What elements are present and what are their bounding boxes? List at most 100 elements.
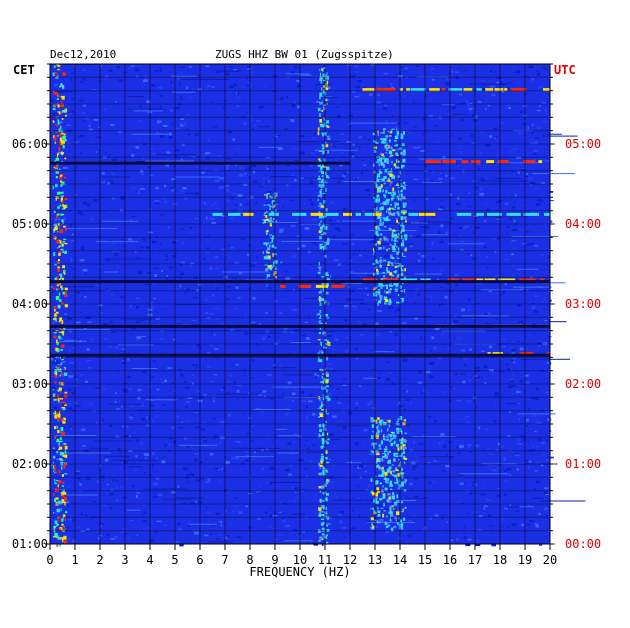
noise-speck xyxy=(218,155,221,156)
band-speck-1 xyxy=(318,267,321,269)
noise-speck xyxy=(365,298,367,300)
band-speck-2 xyxy=(388,434,392,435)
noise-speck xyxy=(456,232,458,235)
noise-speck xyxy=(65,313,67,315)
noise-speck xyxy=(381,152,382,153)
noise-speck xyxy=(476,226,481,229)
band-speck-1 xyxy=(321,179,323,183)
noise-speck xyxy=(294,522,296,524)
noise-speck xyxy=(510,151,512,153)
noise-speck xyxy=(294,255,296,257)
band-speck-0 xyxy=(53,399,56,401)
noise-speck xyxy=(459,445,464,448)
noise-speck xyxy=(365,471,367,473)
noise-speck xyxy=(332,349,334,351)
noise-speck xyxy=(498,200,503,202)
row-streak xyxy=(415,274,442,275)
noise-speck xyxy=(537,127,540,128)
band-speck-0 xyxy=(59,245,62,246)
noise-speck xyxy=(540,350,544,353)
noise-speck xyxy=(503,457,506,459)
band-speck-2 xyxy=(379,445,381,447)
band-speck-3 xyxy=(385,160,387,162)
band-speck-0 xyxy=(57,69,60,70)
noise-speck xyxy=(446,469,450,471)
band-speck-2 xyxy=(381,429,382,432)
noise-speck xyxy=(549,220,553,223)
band-speck-2 xyxy=(385,446,387,448)
noise-speck xyxy=(144,472,146,474)
noise-speck xyxy=(216,513,221,515)
noise-speck xyxy=(492,322,496,325)
band-speck-2 xyxy=(387,482,389,484)
band-speck-3 xyxy=(398,187,400,188)
noise-speck xyxy=(414,127,418,128)
band-speck-4 xyxy=(264,215,265,217)
band-speck-2 xyxy=(396,428,399,430)
noise-speck xyxy=(251,321,256,323)
noise-speck xyxy=(69,538,70,539)
band-speck-1 xyxy=(322,438,325,442)
noise-speck xyxy=(497,293,499,294)
band-speck-0 xyxy=(59,112,61,114)
band-speck-0 xyxy=(63,443,66,445)
noise-speck xyxy=(253,180,257,183)
x-tick-label: 16 xyxy=(443,553,457,567)
noise-speck xyxy=(79,402,81,403)
noise-speck xyxy=(511,347,513,349)
noise-speck xyxy=(155,203,160,204)
noise-speck xyxy=(447,540,450,543)
band-speck-3 xyxy=(379,238,381,240)
noise-speck xyxy=(538,422,542,424)
noise-speck xyxy=(270,467,275,470)
row-streak xyxy=(89,448,108,449)
noise-speck xyxy=(357,497,359,499)
noise-speck xyxy=(103,388,106,390)
band-speck-2 xyxy=(379,468,380,471)
noise-speck xyxy=(476,407,477,409)
noise-speck xyxy=(152,283,154,285)
noise-speck xyxy=(315,244,318,245)
noise-speck xyxy=(386,466,388,468)
noise-speck xyxy=(163,198,167,200)
noise-speck xyxy=(342,399,347,401)
row-streak xyxy=(181,79,229,80)
noise-speck xyxy=(212,227,216,230)
noise-speck xyxy=(157,389,160,391)
noise-speck xyxy=(259,492,260,494)
noise-speck xyxy=(375,323,379,326)
noise-speck xyxy=(294,306,299,308)
noise-speck xyxy=(156,311,158,313)
noise-speck xyxy=(205,299,208,302)
noise-speck xyxy=(544,407,547,409)
spectral-line-7 xyxy=(476,213,484,216)
band-speck-0 xyxy=(57,523,58,526)
noise-speck xyxy=(305,227,310,230)
band-speck-3 xyxy=(380,203,381,204)
noise-speck xyxy=(85,271,86,274)
band-speck-0 xyxy=(58,147,60,151)
noise-speck xyxy=(432,79,435,81)
noise-speck xyxy=(304,468,308,469)
noise-speck xyxy=(230,523,231,526)
band-speck-3 xyxy=(392,248,395,252)
noise-speck xyxy=(51,376,53,378)
noise-speck xyxy=(216,267,218,269)
noise-speck xyxy=(525,460,528,462)
band-speck-3 xyxy=(396,251,399,255)
spectral-line-8 xyxy=(538,160,542,163)
noise-speck xyxy=(91,338,93,340)
band-speck-0 xyxy=(64,473,67,474)
noise-speck xyxy=(328,86,330,89)
band-speck-3 xyxy=(404,268,406,271)
noise-speck xyxy=(330,481,333,484)
noise-speck xyxy=(190,97,191,99)
row-streak xyxy=(129,96,144,97)
band-speck-3 xyxy=(393,212,395,213)
x-tick-label: 13 xyxy=(368,553,382,567)
band-speck-2 xyxy=(378,475,382,477)
band-speck-0 xyxy=(54,464,55,467)
noise-speck xyxy=(111,172,115,175)
noise-speck xyxy=(528,126,529,129)
noise-speck xyxy=(151,148,152,150)
